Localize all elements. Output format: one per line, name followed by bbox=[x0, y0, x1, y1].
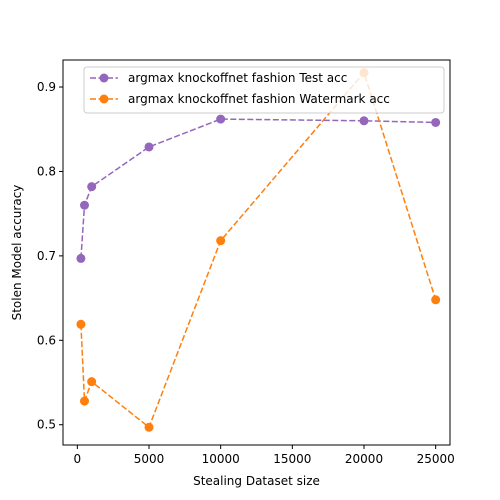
x-axis-label: Stealing Dataset size bbox=[193, 474, 320, 488]
legend-marker bbox=[99, 73, 109, 83]
x-tick-label: 15000 bbox=[273, 452, 311, 466]
legend: argmax knockoffnet fashion Test acc argma… bbox=[83, 66, 445, 114]
data-point bbox=[216, 114, 226, 124]
y-tick-label: 0.9 bbox=[37, 80, 56, 94]
legend-marker bbox=[99, 94, 109, 104]
y-axis-ticks: 0.5 0.6 0.7 0.8 0.9 bbox=[37, 80, 63, 432]
series-2 bbox=[76, 68, 441, 432]
data-point bbox=[76, 253, 86, 263]
data-point bbox=[80, 200, 89, 210]
data-point bbox=[76, 319, 86, 329]
data-point bbox=[431, 117, 441, 127]
y-axis-label: Stolen Model accuracy bbox=[10, 185, 24, 321]
data-point bbox=[359, 116, 369, 126]
y-tick-label: 0.5 bbox=[37, 418, 56, 432]
series-1 bbox=[76, 114, 441, 263]
legend-entry: argmax knockoffnet fashion Test acc bbox=[90, 71, 347, 85]
legend-entry: argmax knockoffnet fashion Watermark acc bbox=[90, 92, 390, 106]
data-point bbox=[80, 396, 89, 406]
x-axis-ticks: 0 5000 10000 15000 20000 25000 bbox=[74, 445, 455, 466]
data-point bbox=[431, 295, 441, 305]
y-tick-label: 0.8 bbox=[37, 164, 56, 178]
x-tick-label: 10000 bbox=[202, 452, 240, 466]
x-tick-label: 25000 bbox=[417, 452, 455, 466]
x-tick-label: 0 bbox=[74, 452, 82, 466]
data-point bbox=[144, 142, 154, 152]
data-point bbox=[144, 422, 154, 432]
data-point bbox=[87, 377, 97, 387]
plot-area-frame bbox=[62, 59, 451, 446]
x-tick-label: 20000 bbox=[345, 452, 383, 466]
data-point bbox=[216, 236, 226, 246]
series-layer bbox=[76, 68, 441, 432]
data-point bbox=[87, 182, 97, 192]
y-tick-label: 0.7 bbox=[37, 249, 56, 263]
series-line bbox=[80, 118, 436, 259]
legend-label: argmax knockoffnet fashion Test acc bbox=[128, 71, 347, 85]
legend-label: argmax knockoffnet fashion Watermark acc bbox=[128, 92, 390, 106]
series-line bbox=[80, 71, 437, 429]
y-tick-label: 0.6 bbox=[37, 333, 56, 347]
x-tick-label: 5000 bbox=[134, 452, 165, 466]
legend-box bbox=[83, 66, 445, 114]
